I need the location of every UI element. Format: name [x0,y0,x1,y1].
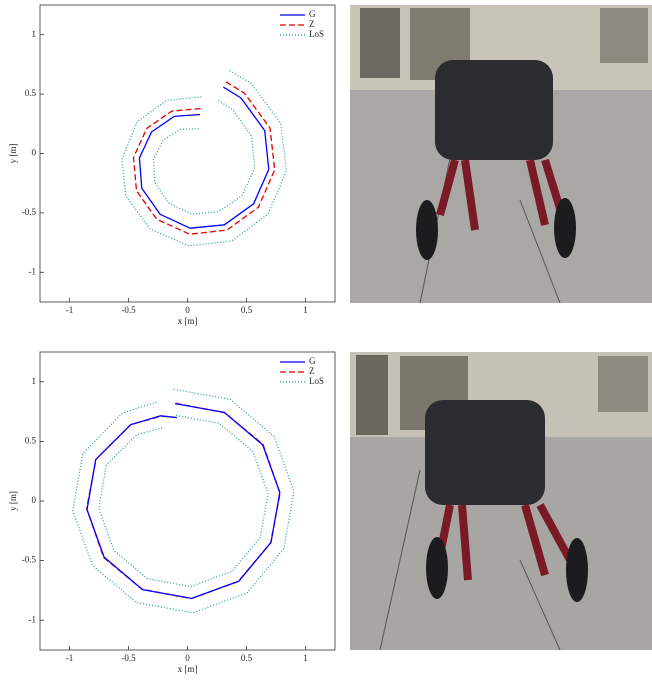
series-line [132,80,276,235]
x-tick-label: 1 [303,305,308,315]
x-tick-label: 0 [185,305,190,315]
x-tick-label: -0.5 [121,305,136,315]
x-tick-label: -1 [66,653,74,663]
x-axis-label: x [m] [178,316,198,326]
plot-frame [39,351,336,651]
y-tick-label: 1 [32,29,37,39]
y-tick-label: -1 [29,614,37,624]
y-axis-label: y [m] [8,144,18,164]
legend-label: LoS [309,376,324,386]
y-tick-label: 0.5 [25,88,37,98]
y-tick-label: 1 [32,376,37,386]
series-line [85,402,281,600]
x-tick-label: 0.5 [241,305,253,315]
legend-label: G [309,9,316,19]
y-axis-label: y [m] [8,491,18,511]
series-line [86,402,281,600]
x-tick-label: -0.5 [121,653,136,663]
x-tick-label: 0 [185,653,190,663]
y-tick-label: 0 [32,495,37,505]
legend-label: Z [309,366,315,376]
photo [350,5,652,304]
legend-label: LoS [309,29,324,39]
x-tick-label: -1 [66,305,74,315]
photo [350,352,652,651]
y-tick-label: -0.5 [22,207,37,217]
plot-frame [39,4,336,303]
x-tick-label: 1 [303,653,308,663]
y-tick-label: 0.5 [25,435,37,445]
x-axis-label: x [m] [178,664,198,674]
series-line [72,388,295,614]
series-line [138,86,270,229]
y-tick-label: 0 [32,148,37,158]
y-tick-label: -1 [29,266,37,276]
x-tick-label: 0.5 [241,653,253,663]
legend-label: G [309,356,316,366]
series-line [121,69,287,247]
legend-label: Z [309,19,315,29]
y-tick-label: -0.5 [22,555,37,565]
